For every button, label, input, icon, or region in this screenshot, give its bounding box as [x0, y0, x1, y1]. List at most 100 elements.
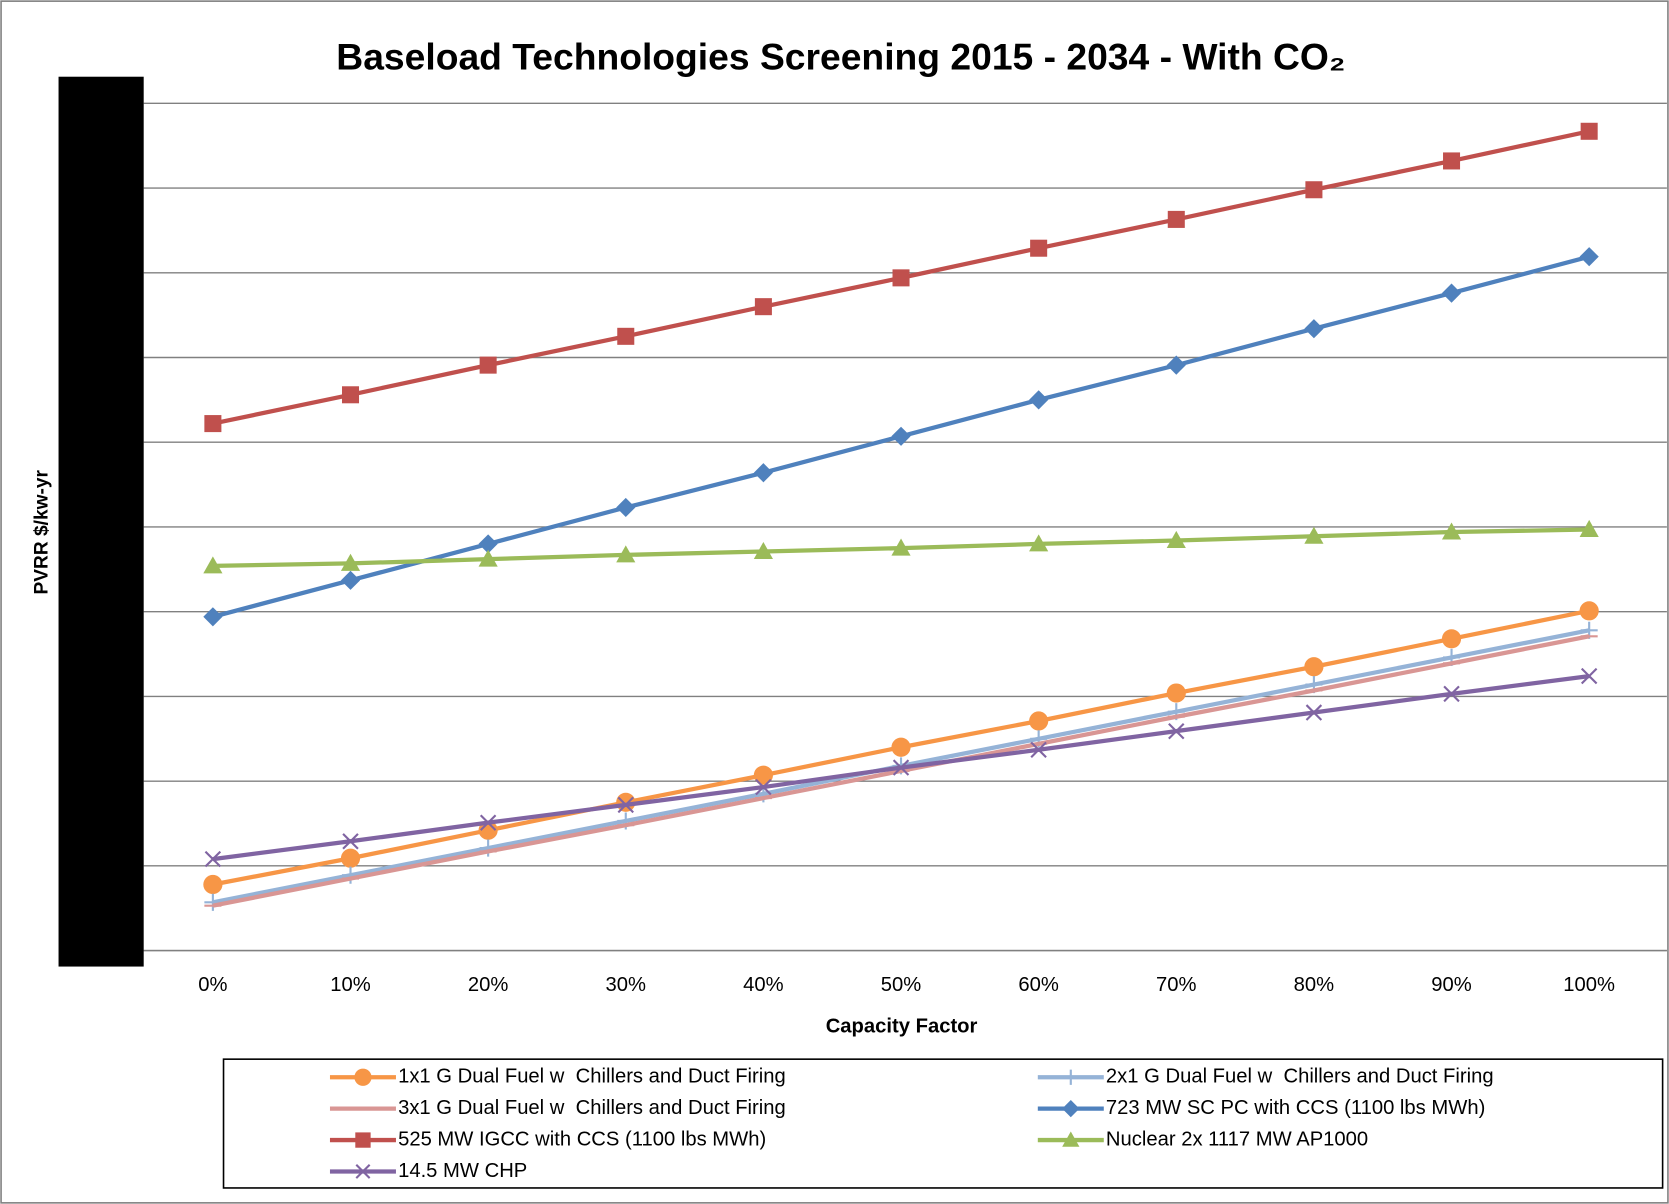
marker — [1029, 534, 1049, 552]
marker — [478, 820, 498, 840]
marker — [1304, 526, 1324, 544]
marker — [1304, 657, 1324, 677]
legend-item: 723 MW SC PC with CCS (1100 lbs MWh) — [1037, 1097, 1485, 1119]
legend-label: 2x1 G Dual Fuel w Chillers and Duct Firi… — [1106, 1066, 1494, 1088]
x-tick-label: 90% — [1431, 974, 1471, 996]
plot-area: 0% 10% 20% 30% 40% 50% 60% 70% 80% 90% 100% — [143, 102, 1667, 996]
x-tick-label: 40% — [743, 974, 783, 996]
legend-item: 2x1 G Dual Fuel w Chillers and Duct Firi… — [1037, 1066, 1494, 1088]
x-tick-label: 80% — [1294, 974, 1334, 996]
marker — [203, 874, 223, 895]
marker — [753, 463, 773, 483]
marker — [616, 497, 636, 518]
marker — [478, 534, 498, 554]
legend-item: 525 MW IGCC with CCS (1100 lbs MWh) — [329, 1128, 766, 1150]
marker — [340, 848, 361, 868]
x-tick-label: 70% — [1156, 974, 1196, 996]
x-axis-title: Capacity Factor — [826, 1016, 978, 1038]
marker — [1441, 629, 1462, 649]
marker — [342, 833, 359, 850]
marker — [479, 839, 497, 857]
marker — [1580, 122, 1598, 140]
series — [203, 247, 1599, 627]
marker — [1580, 667, 1598, 685]
marker — [892, 759, 910, 776]
marker — [891, 538, 911, 556]
marker — [891, 737, 911, 757]
marker — [355, 1132, 371, 1148]
marker — [892, 269, 910, 287]
redaction-box — [58, 76, 144, 967]
marker — [616, 545, 636, 563]
marker — [753, 765, 773, 785]
marker — [1030, 741, 1047, 758]
series — [203, 601, 1599, 895]
legend-item: Nuclear 2x 1117 MW AP1000 — [1037, 1128, 1368, 1150]
series — [204, 634, 1598, 908]
marker — [1063, 1069, 1079, 1085]
marker — [479, 356, 497, 374]
legend-item: 1x1 G Dual Fuel w Chillers and Duct Firi… — [329, 1066, 786, 1088]
marker — [204, 415, 222, 433]
marker — [340, 570, 361, 590]
marker — [204, 893, 222, 911]
chart-title: Baseload Technologies Screening 2015 - 2… — [336, 36, 1345, 78]
series — [203, 519, 1599, 574]
x-tick-label: 20% — [468, 974, 508, 996]
marker — [354, 1068, 372, 1086]
marker — [355, 1164, 371, 1179]
marker — [1579, 247, 1599, 267]
x-tick-label: 10% — [330, 974, 370, 996]
marker — [1030, 239, 1048, 257]
marker — [617, 327, 635, 345]
marker — [341, 386, 360, 404]
x-tick-label: 30% — [606, 974, 646, 996]
marker — [203, 556, 223, 574]
marker — [891, 426, 911, 446]
x-tick-label: 100% — [1563, 974, 1615, 996]
marker — [1166, 530, 1186, 548]
legend-item: 14.5 MW CHP — [329, 1160, 527, 1182]
marker — [1579, 519, 1599, 537]
marker — [755, 778, 772, 796]
legend-label: 3x1 G Dual Fuel w Chillers and Duct Firi… — [398, 1097, 786, 1119]
marker — [203, 607, 223, 627]
legend-label: 14.5 MW CHP — [398, 1160, 527, 1182]
x-tick-label: 60% — [1018, 974, 1058, 996]
marker — [341, 866, 360, 884]
legend-label: 525 MW IGCC with CCS (1100 lbs MWh) — [398, 1128, 766, 1150]
legend-box — [222, 1058, 1664, 1189]
legend-item: 3x1 G Dual Fuel w Chillers and Duct Firi… — [329, 1097, 786, 1119]
marker — [1166, 683, 1186, 703]
y-axis-title: PVRR $/kw-yr — [32, 470, 53, 595]
marker — [204, 850, 222, 868]
legend-label: Nuclear 2x 1117 MW AP1000 — [1106, 1128, 1368, 1150]
series — [204, 667, 1598, 868]
marker — [1305, 181, 1323, 199]
marker — [1441, 283, 1462, 303]
marker — [617, 796, 634, 814]
marker — [753, 541, 773, 559]
marker — [1167, 210, 1185, 228]
marker — [1443, 685, 1460, 703]
marker — [1166, 355, 1186, 375]
marker — [478, 549, 498, 567]
marker — [479, 814, 497, 831]
marker — [1579, 601, 1599, 621]
marker — [340, 553, 361, 571]
marker — [1441, 522, 1462, 540]
marker — [1443, 152, 1461, 170]
series — [204, 122, 1598, 433]
legend-label: 723 MW SC PC with CCS (1100 lbs MWh) — [1106, 1097, 1485, 1119]
marker — [754, 298, 772, 316]
marker — [1029, 711, 1049, 731]
marker — [1062, 1131, 1080, 1147]
legend-label: 1x1 G Dual Fuel w Chillers and Duct Firi… — [398, 1066, 786, 1088]
marker — [1305, 704, 1323, 721]
marker — [1168, 722, 1185, 740]
x-tick-label: 0% — [198, 974, 227, 996]
marker — [1062, 1100, 1080, 1118]
x-tick-label: 50% — [881, 974, 921, 996]
